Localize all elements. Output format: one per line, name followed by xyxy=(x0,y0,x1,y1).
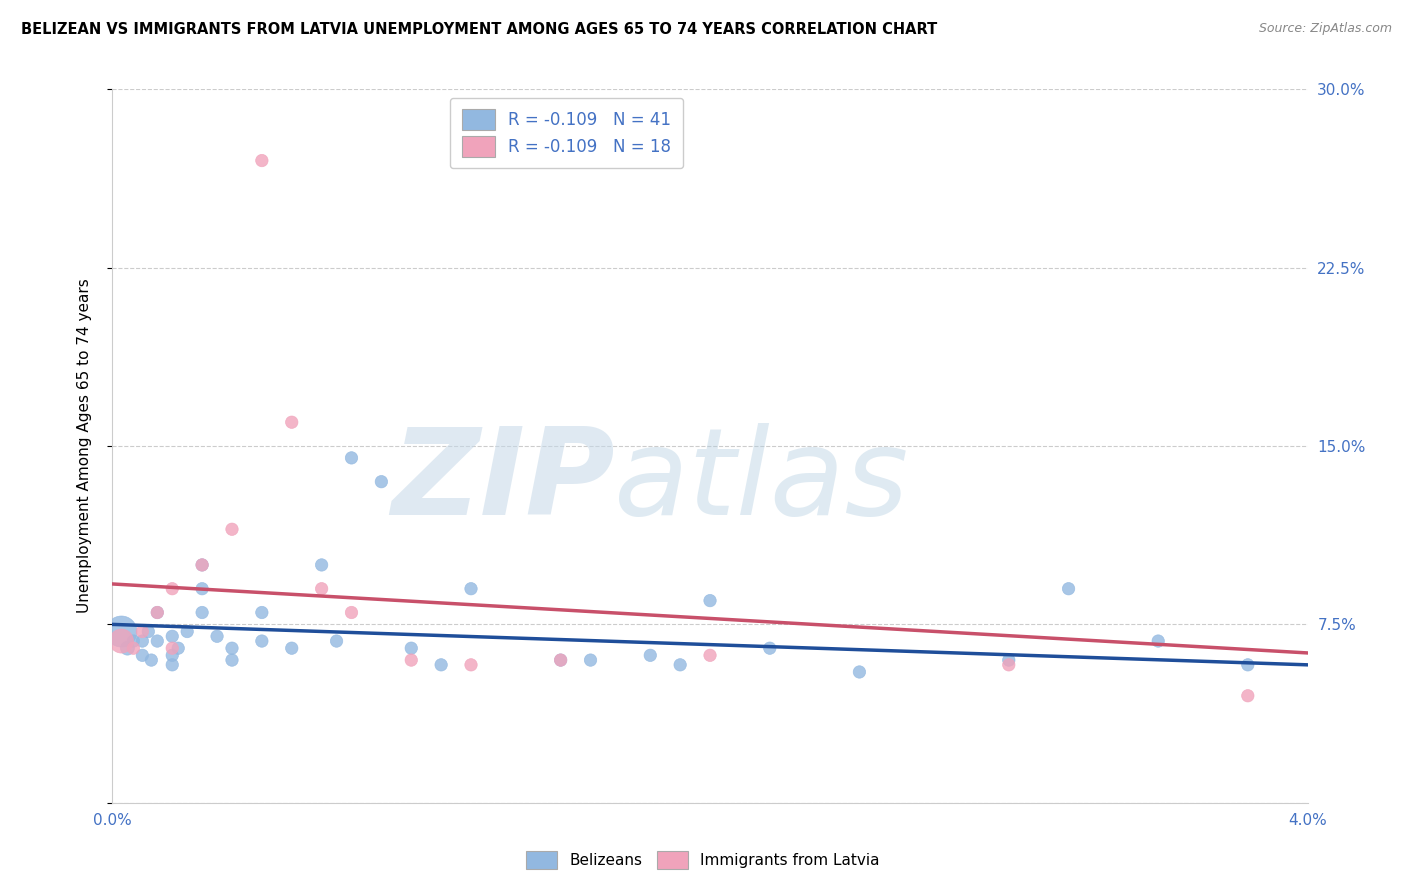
Point xyxy=(699,593,721,607)
Point xyxy=(131,634,153,648)
Point xyxy=(250,153,273,168)
Point xyxy=(138,624,160,639)
Legend: R = -0.109   N = 41, R = -0.109   N = 18: R = -0.109 N = 41, R = -0.109 N = 18 xyxy=(450,97,683,169)
Point xyxy=(117,641,139,656)
Point xyxy=(460,582,482,596)
Point xyxy=(1147,634,1170,648)
Point xyxy=(110,624,132,639)
Point xyxy=(221,641,243,656)
Point xyxy=(162,657,183,672)
Point xyxy=(758,641,780,656)
Point xyxy=(311,582,333,596)
Point xyxy=(997,653,1019,667)
Point xyxy=(1237,657,1260,672)
Point xyxy=(281,415,304,429)
Point xyxy=(146,606,169,620)
Text: Source: ZipAtlas.com: Source: ZipAtlas.com xyxy=(1258,22,1392,36)
Point xyxy=(250,606,273,620)
Point xyxy=(131,624,153,639)
Point xyxy=(550,653,572,667)
Point xyxy=(122,634,145,648)
Point xyxy=(1057,582,1080,596)
Point xyxy=(131,648,153,663)
Point xyxy=(167,641,190,656)
Y-axis label: Unemployment Among Ages 65 to 74 years: Unemployment Among Ages 65 to 74 years xyxy=(77,278,91,614)
Text: atlas: atlas xyxy=(614,423,910,541)
Point xyxy=(311,558,333,572)
Point xyxy=(1237,689,1260,703)
Point xyxy=(669,657,692,672)
Point xyxy=(997,657,1019,672)
Point xyxy=(638,648,661,663)
Point xyxy=(281,641,304,656)
Point xyxy=(191,606,214,620)
Text: ZIP: ZIP xyxy=(391,423,614,541)
Point xyxy=(370,475,392,489)
Point xyxy=(191,558,214,572)
Point xyxy=(110,634,132,648)
Point xyxy=(325,634,347,648)
Point xyxy=(250,634,273,648)
Point xyxy=(146,634,169,648)
Point xyxy=(162,629,183,643)
Legend: Belizeans, Immigrants from Latvia: Belizeans, Immigrants from Latvia xyxy=(520,845,886,875)
Point xyxy=(340,606,363,620)
Point xyxy=(205,629,228,643)
Text: BELIZEAN VS IMMIGRANTS FROM LATVIA UNEMPLOYMENT AMONG AGES 65 TO 74 YEARS CORREL: BELIZEAN VS IMMIGRANTS FROM LATVIA UNEMP… xyxy=(21,22,938,37)
Point xyxy=(848,665,870,679)
Point xyxy=(191,582,214,596)
Point xyxy=(162,648,183,663)
Point xyxy=(176,624,198,639)
Point xyxy=(699,648,721,663)
Point xyxy=(401,653,423,667)
Point xyxy=(460,657,482,672)
Point xyxy=(550,653,572,667)
Point xyxy=(401,641,423,656)
Point xyxy=(141,653,163,667)
Point xyxy=(191,558,214,572)
Point xyxy=(146,606,169,620)
Point xyxy=(221,522,243,536)
Point xyxy=(340,450,363,465)
Point xyxy=(162,582,183,596)
Point xyxy=(430,657,453,672)
Point xyxy=(122,641,145,656)
Point xyxy=(221,653,243,667)
Point xyxy=(579,653,602,667)
Point xyxy=(162,641,183,656)
